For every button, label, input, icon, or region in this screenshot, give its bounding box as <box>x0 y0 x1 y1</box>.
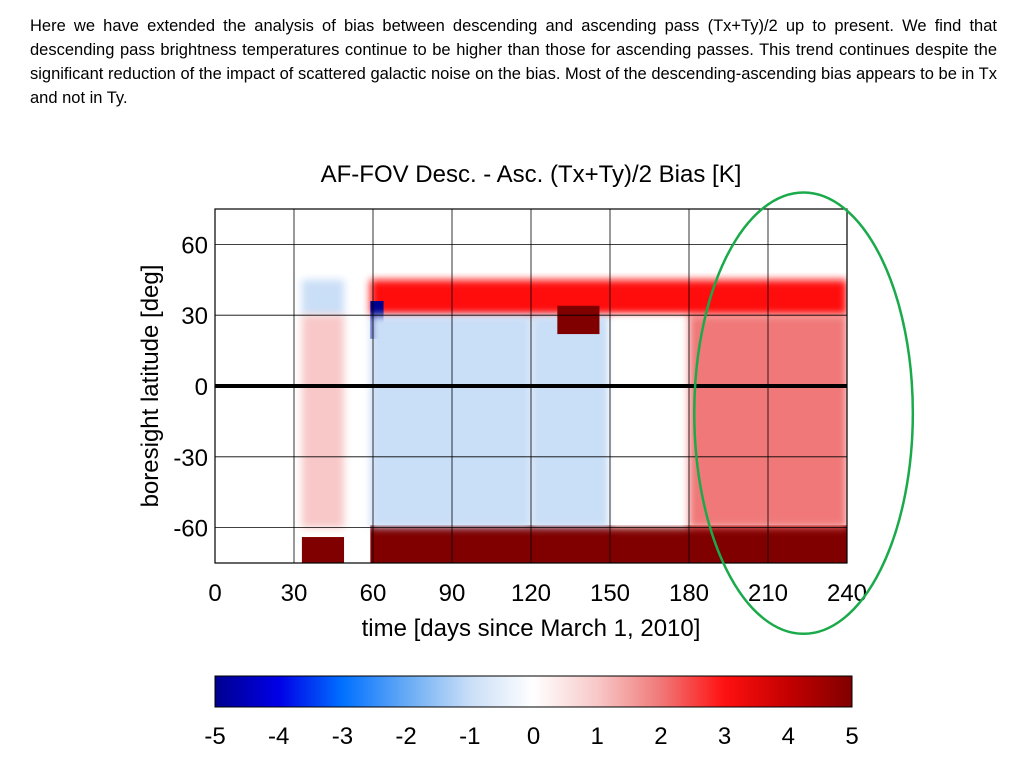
x-tick-label-0: 0 <box>208 580 221 607</box>
colorbar-ticks: -5 -4 -3 -2 -1 0 1 2 3 4 5 <box>204 723 858 750</box>
gridlines <box>215 209 847 563</box>
x-tick-label-2: 60 <box>360 580 387 607</box>
heatmap-region-3 <box>301 279 345 316</box>
heatmap-region-5 <box>301 315 345 528</box>
heatmap-regions <box>301 279 847 563</box>
colorbar-tick-label-1: -4 <box>268 723 289 750</box>
colorbar-tick-label-9: 4 <box>782 723 795 750</box>
colorbar-tick-label-0: -5 <box>204 723 225 750</box>
y-tick-label-4: 60 <box>181 232 208 259</box>
heatmap-region-8 <box>610 315 689 528</box>
chart-title: AF-FOV Desc. - Asc. (Tx+Ty)/2 Bias [K] <box>321 161 742 188</box>
colorbar-tick-label-3: -2 <box>395 723 416 750</box>
heatmap-region-7 <box>531 315 610 528</box>
colorbar-tick-label-10: 5 <box>845 723 858 750</box>
colorbar-tick-label-7: 2 <box>654 723 667 750</box>
annotation-ellipse <box>693 191 915 636</box>
x-axis-ticks: 0 30 60 90 120 150 180 210 240 <box>208 580 867 607</box>
colorbar-tick-label-4: -1 <box>459 723 480 750</box>
y-tick-label-1: -30 <box>173 445 208 472</box>
colorbar-tick-label-6: 1 <box>591 723 604 750</box>
heatmap-region-2 <box>370 279 847 316</box>
heatmap-region-0 <box>301 537 345 563</box>
x-tick-label-3: 90 <box>439 580 466 607</box>
colorbar-tick-label-2: -3 <box>332 723 353 750</box>
y-tick-label-3: 30 <box>181 303 208 330</box>
x-tick-label-5: 150 <box>590 580 630 607</box>
colorbar-tick-label-5: 0 <box>527 723 540 750</box>
y-axis-label: boresight latitude [deg] <box>137 265 164 508</box>
y-tick-label-0: -60 <box>173 516 208 543</box>
intro-paragraph: Here we have extended the analysis of bi… <box>30 17 997 107</box>
x-tick-label-4: 120 <box>511 580 551 607</box>
y-tick-label-2: 0 <box>195 374 208 401</box>
heatmap-region-10 <box>557 305 600 335</box>
heatmap-region-6 <box>370 315 531 528</box>
x-tick-label-6: 180 <box>669 580 709 607</box>
heatmap-region-1 <box>370 525 847 563</box>
plot-frame <box>214 208 848 564</box>
x-tick-label-1: 30 <box>281 580 308 607</box>
colorbar-tick-label-8: 3 <box>718 723 731 750</box>
x-tick-label-7: 210 <box>748 580 788 607</box>
plot-area <box>215 209 847 563</box>
x-axis-label: time [days since March 1, 2010] <box>362 615 701 642</box>
colorbar <box>214 675 853 708</box>
x-tick-label-8: 240 <box>827 580 867 607</box>
y-axis-ticks: -60 -30 0 30 60 <box>173 232 208 542</box>
